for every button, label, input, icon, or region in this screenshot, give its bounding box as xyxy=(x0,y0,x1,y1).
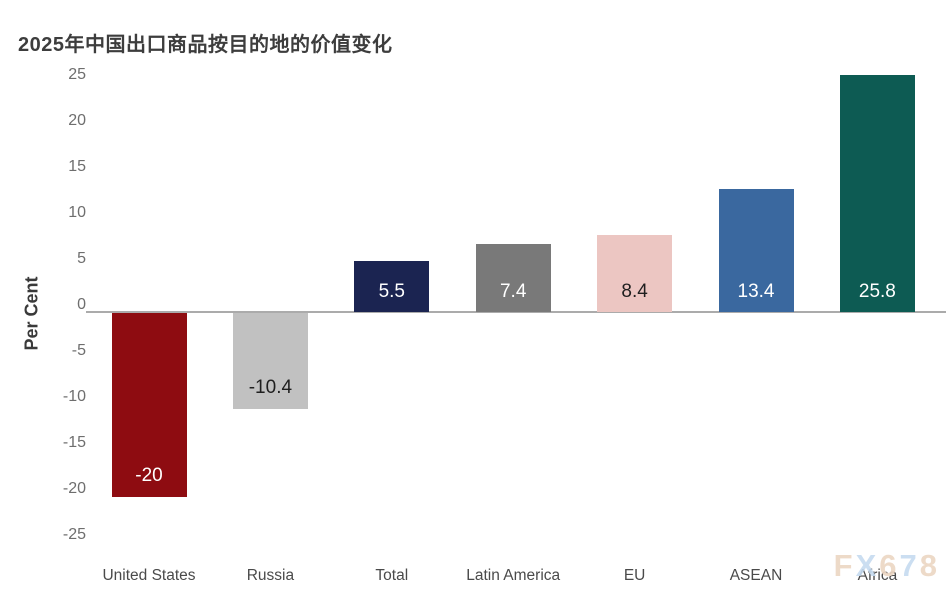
x-category-label: EU xyxy=(623,567,646,584)
y-tick-label: -10 xyxy=(62,388,86,405)
bar-latin-america xyxy=(475,243,551,312)
y-tick-label: 5 xyxy=(77,250,86,267)
value-label: 13.4 xyxy=(737,281,775,302)
watermark-letter: F xyxy=(833,548,856,583)
bar-africa xyxy=(839,74,915,312)
x-category-label: ASEAN xyxy=(729,567,783,584)
bar-united-states xyxy=(111,313,187,497)
zero-axis-line xyxy=(86,311,946,313)
value-label: -10.4 xyxy=(248,376,293,398)
y-tick-label: 0 xyxy=(77,296,86,313)
x-category-label: Russia xyxy=(246,567,295,584)
y-tick-label: -5 xyxy=(71,342,86,359)
y-tick-label: 20 xyxy=(68,112,86,129)
value-label: 7.4 xyxy=(499,281,527,302)
bar-eu xyxy=(597,234,673,312)
watermark-letter: 7 xyxy=(899,548,920,583)
y-tick-label: 25 xyxy=(68,66,86,83)
watermark-letter: X xyxy=(855,548,880,583)
watermark-fx678: FX678 xyxy=(834,548,940,584)
value-label: -20 xyxy=(135,465,163,486)
y-tick-label: 10 xyxy=(68,204,86,221)
x-category-label: United States xyxy=(102,567,196,584)
value-label: 5.5 xyxy=(378,281,405,302)
watermark-letter: 6 xyxy=(879,548,900,583)
bar-russia xyxy=(232,313,308,409)
x-category-label: Total xyxy=(375,567,409,584)
y-tick-label: -25 xyxy=(62,526,86,543)
y-tick-label: 15 xyxy=(68,158,86,175)
bar-asean xyxy=(718,188,794,312)
y-tick-label: -20 xyxy=(62,480,86,497)
y-tick-label: -15 xyxy=(62,434,86,451)
x-category-label: Latin America xyxy=(466,567,561,584)
value-label: 8.4 xyxy=(621,281,648,302)
value-label: 25.8 xyxy=(858,281,896,302)
watermark-letter: 8 xyxy=(919,548,940,583)
x-category-label: Africa xyxy=(857,567,898,584)
bar-total xyxy=(354,261,430,312)
chart-title: 2025年中国出口商品按目的地的价值变化 xyxy=(18,34,393,56)
